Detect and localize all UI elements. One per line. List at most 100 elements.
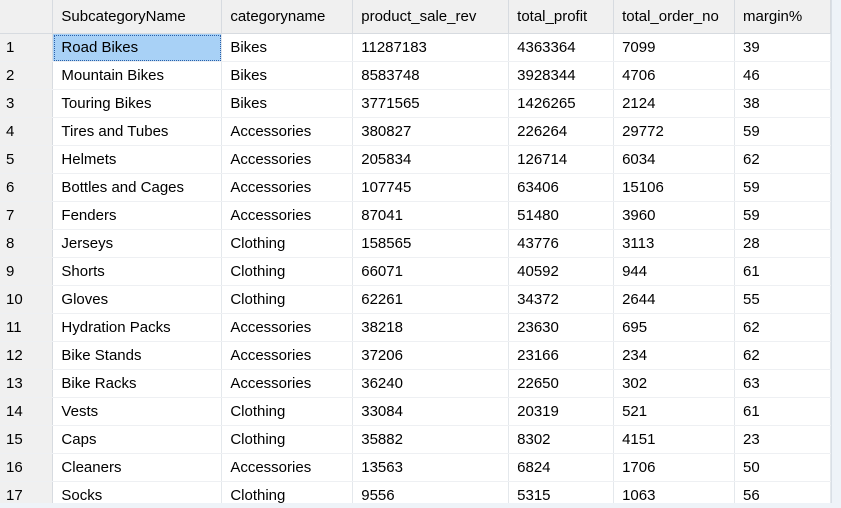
grid-cell[interactable]: Bottles and Cages bbox=[52, 173, 223, 202]
row-number[interactable]: 7 bbox=[0, 201, 54, 230]
grid-cell[interactable]: 1426265 bbox=[508, 89, 615, 118]
grid-cell[interactable]: Clothing bbox=[221, 257, 354, 286]
grid-cell[interactable]: Clothing bbox=[221, 397, 354, 426]
grid-cell[interactable]: 38 bbox=[734, 89, 831, 118]
grid-cell[interactable]: 23 bbox=[734, 425, 831, 454]
table-row[interactable]: 3 Touring Bikes Bikes 3771565 1426265 2124 38 bbox=[0, 89, 831, 118]
vertical-scrollbar[interactable] bbox=[831, 0, 841, 508]
grid-cell[interactable]: 22650 bbox=[508, 369, 615, 398]
table-row[interactable]: 6 Bottles and Cages Accessories 107745 63406… bbox=[0, 173, 831, 202]
grid-cell[interactable]: 3928344 bbox=[508, 61, 615, 90]
table-row[interactable]: 1 Road Bikes Bikes 11287183 4363364 7099 39 bbox=[0, 33, 831, 62]
grid-cell[interactable]: 62 bbox=[734, 341, 831, 370]
row-number[interactable]: 14 bbox=[0, 397, 54, 426]
table-row[interactable]: 14 Vests Clothing 33084 20319 521 61 bbox=[0, 397, 831, 426]
grid-cell[interactable]: Mountain Bikes bbox=[52, 61, 223, 90]
grid-cell[interactable]: 205834 bbox=[352, 145, 510, 174]
grid-cell[interactable]: 63 bbox=[734, 369, 831, 398]
grid-cell[interactable]: 62 bbox=[734, 145, 831, 174]
grid-cell[interactable]: Hydration Packs bbox=[52, 313, 223, 342]
grid-cell[interactable]: 62 bbox=[734, 313, 831, 342]
grid-cell[interactable]: Cleaners bbox=[52, 453, 223, 482]
column-header[interactable]: product_sale_rev bbox=[352, 0, 510, 34]
grid-cell[interactable]: 8583748 bbox=[352, 61, 510, 90]
grid-cell[interactable]: 13563 bbox=[352, 453, 510, 482]
grid-cell[interactable]: 4151 bbox=[613, 425, 736, 454]
grid-cell[interactable]: 43776 bbox=[508, 229, 615, 258]
grid-cell[interactable]: Bikes bbox=[221, 89, 354, 118]
grid-cell[interactable]: 695 bbox=[613, 313, 736, 342]
grid-cell[interactable]: 40592 bbox=[508, 257, 615, 286]
row-number[interactable]: 3 bbox=[0, 89, 54, 118]
grid-cell[interactable]: Accessories bbox=[221, 145, 354, 174]
grid-cell[interactable]: 59 bbox=[734, 173, 831, 202]
grid-cell[interactable]: 521 bbox=[613, 397, 736, 426]
row-number[interactable]: 5 bbox=[0, 145, 54, 174]
grid-cell[interactable]: Clothing bbox=[221, 229, 354, 258]
column-header[interactable]: total_order_no bbox=[613, 0, 736, 34]
row-number[interactable]: 15 bbox=[0, 425, 54, 454]
grid-cell[interactable]: Fenders bbox=[52, 201, 223, 230]
grid-cell[interactable]: 20319 bbox=[508, 397, 615, 426]
grid-cell[interactable]: Accessories bbox=[221, 369, 354, 398]
row-number[interactable]: 13 bbox=[0, 369, 54, 398]
grid-cell[interactable]: 380827 bbox=[352, 117, 510, 146]
grid-cell[interactable]: Clothing bbox=[221, 481, 354, 503]
grid-cell[interactable]: 50 bbox=[734, 453, 831, 482]
grid-cell[interactable]: Bikes bbox=[221, 61, 354, 90]
table-row[interactable]: 5 Helmets Accessories 205834 126714 6034 62 bbox=[0, 145, 831, 174]
grid-cell[interactable]: 107745 bbox=[352, 173, 510, 202]
grid-cell[interactable]: Clothing bbox=[221, 285, 354, 314]
grid-cell[interactable]: 944 bbox=[613, 257, 736, 286]
grid-cell[interactable]: Caps bbox=[52, 425, 223, 454]
row-number[interactable]: 8 bbox=[0, 229, 54, 258]
grid-cell[interactable]: 6034 bbox=[613, 145, 736, 174]
table-row[interactable]: 11 Hydration Packs Accessories 38218 23630 69… bbox=[0, 313, 831, 342]
grid-cell[interactable]: 6824 bbox=[508, 453, 615, 482]
corner-cell[interactable] bbox=[0, 0, 54, 34]
grid-cell[interactable]: Shorts bbox=[52, 257, 223, 286]
grid-cell[interactable]: 126714 bbox=[508, 145, 615, 174]
column-header[interactable]: SubcategoryName bbox=[52, 0, 223, 34]
grid-cell[interactable]: Jerseys bbox=[52, 229, 223, 258]
grid-cell[interactable]: 63406 bbox=[508, 173, 615, 202]
grid-cell[interactable]: 28 bbox=[734, 229, 831, 258]
results-grid[interactable]: SubcategoryName categoryname product_sale_… bbox=[0, 0, 831, 503]
grid-cell[interactable]: 23630 bbox=[508, 313, 615, 342]
grid-cell[interactable]: 158565 bbox=[352, 229, 510, 258]
grid-cell[interactable]: 61 bbox=[734, 397, 831, 426]
table-row[interactable]: 17 Socks Clothing 9556 5315 1063 56 bbox=[0, 481, 831, 503]
grid-cell[interactable]: Accessories bbox=[221, 313, 354, 342]
grid-cell[interactable]: Socks bbox=[52, 481, 223, 503]
grid-cell[interactable]: 29772 bbox=[613, 117, 736, 146]
grid-cell[interactable]: Bikes bbox=[221, 33, 354, 62]
table-row[interactable]: 16 Cleaners Accessories 13563 6824 1706 50 bbox=[0, 453, 831, 482]
grid-cell[interactable]: Accessories bbox=[221, 117, 354, 146]
table-row[interactable]: 4 Tires and Tubes Accessories 380827 226264 2… bbox=[0, 117, 831, 146]
grid-cell[interactable]: 62261 bbox=[352, 285, 510, 314]
grid-cell[interactable]: Clothing bbox=[221, 425, 354, 454]
grid-cell[interactable]: 51480 bbox=[508, 201, 615, 230]
grid-cell[interactable]: Bike Stands bbox=[52, 341, 223, 370]
grid-cell[interactable]: Gloves bbox=[52, 285, 223, 314]
table-row[interactable]: 13 Bike Racks Accessories 36240 22650 302 63 bbox=[0, 369, 831, 398]
grid-cell[interactable]: Accessories bbox=[221, 201, 354, 230]
grid-cell[interactable]: Accessories bbox=[221, 173, 354, 202]
grid-cell[interactable]: 38218 bbox=[352, 313, 510, 342]
grid-cell[interactable]: 2644 bbox=[613, 285, 736, 314]
grid-cell[interactable]: Helmets bbox=[52, 145, 223, 174]
table-row[interactable]: 9 Shorts Clothing 66071 40592 944 61 bbox=[0, 257, 831, 286]
grid-cell[interactable]: 33084 bbox=[352, 397, 510, 426]
grid-cell[interactable]: Accessories bbox=[221, 453, 354, 482]
grid-cell[interactable]: 3960 bbox=[613, 201, 736, 230]
table-row[interactable]: 7 Fenders Accessories 87041 51480 3960 59 bbox=[0, 201, 831, 230]
grid-cell[interactable]: 59 bbox=[734, 201, 831, 230]
grid-cell[interactable]: 5315 bbox=[508, 481, 615, 503]
grid-cell[interactable]: Tires and Tubes bbox=[52, 117, 223, 146]
grid-cell[interactable]: Vests bbox=[52, 397, 223, 426]
grid-cell[interactable]: Accessories bbox=[221, 341, 354, 370]
grid-cell[interactable]: 37206 bbox=[352, 341, 510, 370]
grid-cell[interactable]: 3771565 bbox=[352, 89, 510, 118]
row-number[interactable]: 10 bbox=[0, 285, 54, 314]
grid-cell[interactable]: 4363364 bbox=[508, 33, 615, 62]
